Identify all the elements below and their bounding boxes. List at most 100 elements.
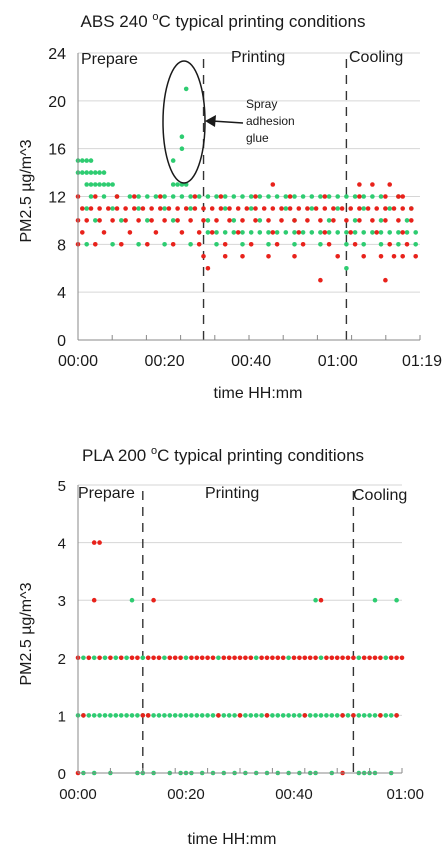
green-point	[396, 242, 401, 247]
red-point	[97, 206, 102, 211]
red-point	[192, 206, 198, 211]
red-point	[387, 182, 393, 187]
y-tick-label: 5	[58, 478, 66, 495]
red-point	[156, 655, 162, 661]
green-point	[214, 230, 219, 235]
red-point	[361, 655, 367, 661]
green-point	[361, 194, 367, 199]
red-point	[158, 206, 163, 211]
red-point	[302, 713, 308, 718]
red-point	[151, 597, 156, 603]
red-point	[227, 218, 232, 223]
green-point	[318, 713, 324, 718]
red-point	[214, 218, 219, 223]
green-point	[274, 230, 280, 235]
gridlines	[78, 52, 420, 293]
red-point	[291, 655, 297, 661]
red-point	[279, 218, 284, 223]
green-point	[280, 713, 286, 718]
red-point	[296, 206, 302, 211]
red-point	[275, 655, 281, 661]
red-point	[261, 206, 267, 211]
red-point	[216, 713, 221, 718]
green-point	[370, 230, 375, 235]
annotation-arrowhead	[205, 115, 216, 127]
red-point	[340, 713, 345, 718]
red-point	[345, 655, 351, 661]
green-point	[335, 206, 341, 211]
red-point	[153, 230, 159, 235]
green-point	[396, 230, 401, 235]
green-point	[318, 655, 324, 661]
green-point	[253, 713, 259, 718]
red-point	[292, 253, 297, 259]
red-point	[334, 655, 340, 661]
red-point	[357, 182, 362, 187]
red-point	[372, 655, 378, 661]
red-point	[378, 655, 383, 661]
red-point	[179, 230, 185, 235]
green-point	[80, 170, 85, 175]
red-point	[201, 218, 206, 223]
red-point	[210, 655, 216, 661]
chart-title: PLA 200 oC typical printing conditions	[82, 445, 364, 465]
green-point	[205, 218, 211, 223]
green-point	[167, 713, 173, 718]
red-point	[86, 655, 92, 661]
y-tick-labels: 0 1 2 3 4 5	[58, 478, 66, 783]
green-point	[240, 194, 245, 199]
red-point	[297, 655, 302, 661]
green-point	[300, 194, 306, 199]
green-point	[318, 230, 323, 235]
green-point	[231, 230, 237, 235]
red-point	[106, 206, 111, 211]
green-point	[318, 194, 323, 199]
green-point	[81, 655, 86, 661]
red-point	[248, 242, 254, 247]
green-point	[270, 713, 275, 718]
chart-pla: PLA 200 oC typical printing conditions 0…	[18, 445, 424, 848]
red-point	[361, 253, 367, 259]
green-point	[102, 713, 108, 718]
green-point	[88, 170, 94, 175]
green-point	[226, 713, 232, 718]
green-point	[383, 713, 389, 718]
red-point	[227, 206, 232, 211]
green-point	[196, 194, 202, 199]
red-point	[192, 194, 198, 199]
green-point	[156, 713, 162, 718]
red-point	[383, 194, 388, 199]
green-point	[231, 194, 237, 199]
green-point	[367, 713, 372, 718]
green-point	[292, 230, 297, 235]
green-point	[231, 218, 237, 223]
green-point	[248, 206, 254, 211]
green-point	[183, 655, 189, 661]
red-point	[175, 218, 180, 223]
red-point	[226, 655, 232, 661]
green-point	[93, 170, 98, 175]
y-tick-label: 16	[48, 142, 66, 159]
phase-label-cooling: Cooling	[353, 487, 407, 504]
green-point	[162, 194, 167, 199]
green-point	[151, 713, 156, 718]
red-point	[218, 194, 224, 199]
green-point	[240, 242, 245, 247]
green-point	[291, 713, 297, 718]
red-point	[270, 206, 276, 211]
green-point	[179, 134, 185, 139]
red-point	[296, 230, 302, 235]
green-point	[93, 182, 98, 187]
red-point	[240, 218, 245, 223]
red-point	[280, 655, 286, 661]
green-point	[378, 194, 384, 199]
green-point	[344, 266, 349, 271]
green-point	[253, 655, 259, 661]
red-point	[222, 242, 228, 247]
red-point	[274, 242, 280, 247]
red-point	[237, 655, 243, 661]
red-point	[81, 713, 86, 718]
red-point	[201, 206, 206, 211]
green-point	[189, 713, 194, 718]
phase-label-cooling: Cooling	[349, 49, 403, 66]
